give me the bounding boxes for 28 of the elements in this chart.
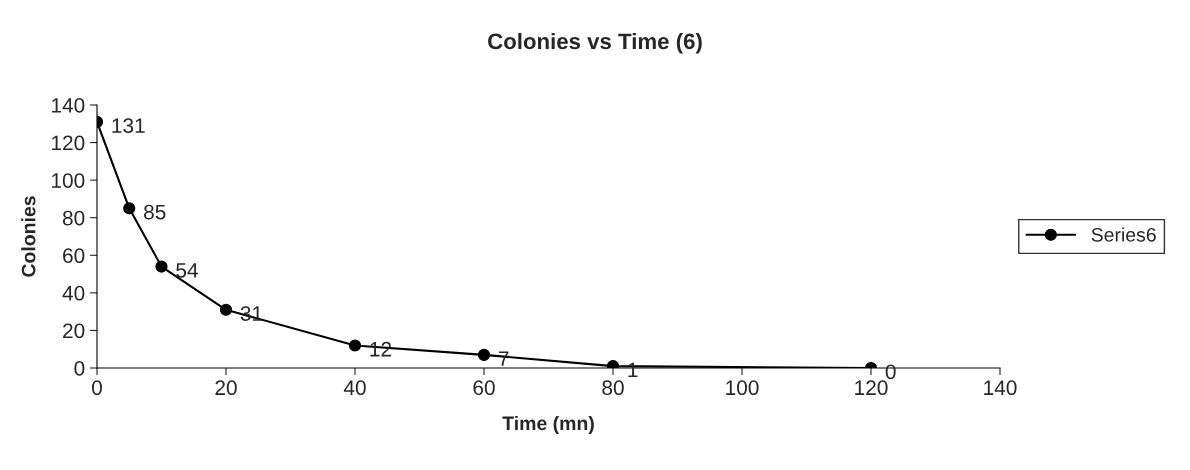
y-tick-label: 120	[52, 135, 85, 151]
x-tick-label: 120	[855, 380, 888, 396]
y-tick-label: 40	[62, 285, 85, 301]
y-tick-label: 0	[74, 361, 85, 376]
x-axis-title: Time (mn)	[502, 415, 594, 435]
point	[219, 303, 233, 316]
data-label: 85	[144, 204, 166, 220]
data-label: 54	[176, 263, 198, 278]
x-tick-label: 40	[343, 380, 366, 396]
legend-label: Series6	[1091, 227, 1156, 242]
x-tick-label: 80	[602, 380, 624, 396]
y-tick-label: 100	[52, 173, 85, 188]
x-tick-label: 140	[984, 380, 1017, 396]
point	[348, 339, 362, 352]
point	[155, 260, 168, 273]
y-tick-label: 140	[52, 98, 85, 113]
x-tick-label: 20	[215, 380, 237, 396]
x-tick-label: 0	[92, 380, 102, 396]
y-tick-label: 60	[63, 248, 85, 264]
y-tick-label: 80	[62, 210, 85, 226]
point	[123, 202, 136, 215]
chart-title: Colonies vs Time (6)	[488, 32, 702, 54]
point	[477, 348, 491, 361]
y-axis-title: Colonies	[21, 196, 36, 277]
x-tick-label: 100	[726, 380, 759, 396]
data-label: 131	[112, 118, 145, 134]
y-tick-label: 20	[63, 323, 85, 339]
x-tick-label: 60	[473, 380, 495, 396]
